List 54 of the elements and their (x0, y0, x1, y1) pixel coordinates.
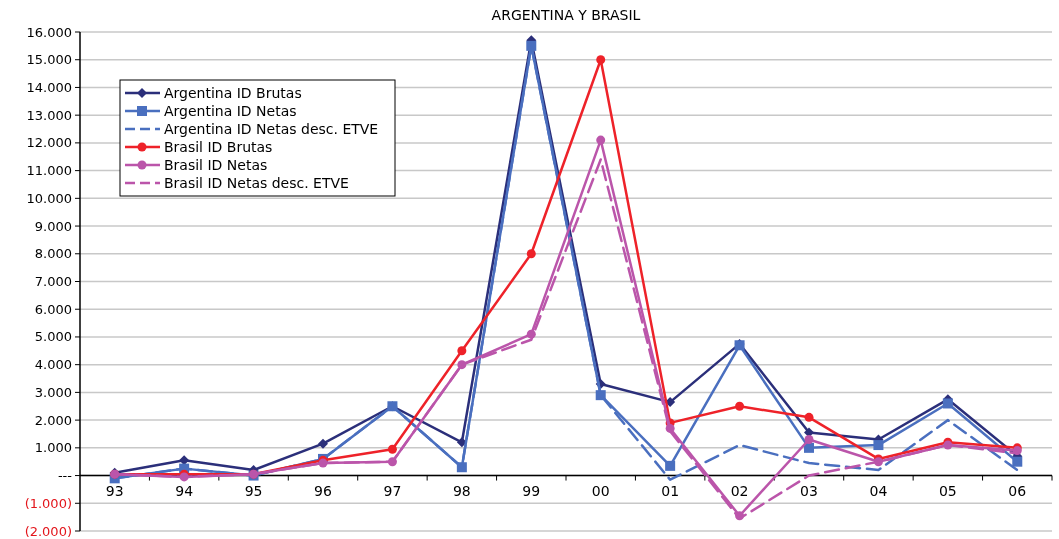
y-tick-label: (2.000) (24, 523, 72, 539)
y-tick-label: 6.000 (34, 301, 72, 317)
x-tick-label: 99 (522, 482, 541, 499)
x-tick-label: 02 (730, 482, 749, 499)
point (596, 135, 606, 145)
legend-label: Argentina ID Brutas (164, 84, 302, 101)
point (873, 440, 884, 451)
legend-label: Brasil ID Netas (164, 156, 268, 173)
point (318, 438, 328, 449)
legend-label: Argentina ID Netas (164, 102, 297, 119)
point (387, 444, 397, 454)
x-tick-label: 04 (869, 482, 888, 499)
x-tick-label: 96 (314, 482, 332, 499)
y-tick-label: 3.000 (34, 384, 72, 400)
x-tick-label: 03 (800, 482, 818, 499)
y-tick-label: 10.000 (26, 190, 72, 206)
point (804, 442, 814, 453)
y-tick-label: 12.000 (26, 135, 72, 151)
point (665, 460, 676, 471)
y-tick-label: 2.000 (34, 412, 72, 428)
point (526, 249, 536, 259)
legend-label: Brasil ID Brutas (164, 138, 273, 155)
x-tick-label: 98 (452, 482, 471, 499)
chart-title: ARGENTINA Y BRASIL (491, 7, 641, 23)
y-tick-label: 4.000 (34, 357, 72, 373)
y-tick-label: 5.000 (34, 329, 72, 345)
legend-label: Argentina ID Netas desc. ETVE (164, 120, 379, 137)
point (804, 435, 814, 445)
x-tick-label: 00 (591, 482, 610, 499)
y-tick-label: 13.000 (26, 107, 72, 123)
y-tick-label: 8.000 (34, 246, 72, 262)
point (596, 55, 606, 65)
y-tick-label: 14.000 (26, 79, 72, 95)
x-tick-label: 05 (938, 482, 957, 499)
x-tick-label: 06 (1008, 482, 1027, 499)
legend-label: Brasil ID Netas desc. ETVE (164, 174, 349, 191)
y-tick-label: --- (57, 468, 73, 484)
x-tick-label: 95 (244, 482, 263, 499)
y-tick-label: 9.000 (34, 218, 72, 234)
point (804, 412, 814, 422)
y-tick-label: 15.000 (26, 52, 72, 68)
point (942, 398, 953, 409)
y-tick-label: (1.000) (24, 495, 72, 511)
point (1012, 456, 1023, 467)
x-tick-label: 97 (383, 482, 402, 499)
x-tick-label: 93 (105, 482, 124, 499)
y-tick-label: 11.000 (26, 163, 72, 179)
y-tick-label: 7.000 (34, 274, 72, 290)
y-tick-label: 16.000 (26, 24, 72, 40)
point (457, 346, 467, 356)
x-tick-label: 94 (175, 482, 194, 499)
y-tick-label: 1.000 (34, 440, 72, 456)
point (735, 401, 745, 411)
x-tick-label: 01 (661, 482, 680, 499)
